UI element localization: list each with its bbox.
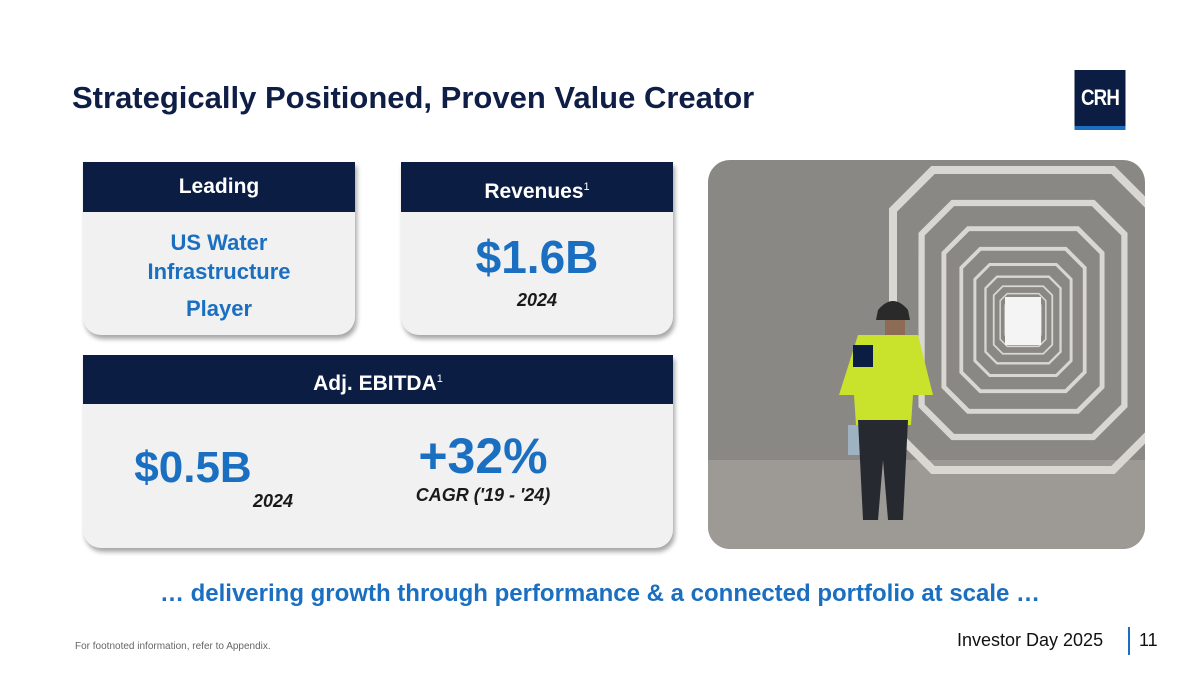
footnote-text: For footnoted information, refer to Appe… [75,641,271,652]
leading-header: Leading [83,162,355,212]
footer-divider [1128,627,1130,655]
footnote-marker: 1 [436,373,443,385]
tunnel-ring [959,246,1087,394]
ebitda-year: 2024 [252,491,294,511]
revenues-header: Revenues1 [401,162,673,212]
leading-line-2: Infrastructure [147,259,291,284]
revenues-card: Revenues1 $1.6B 2024 [401,162,673,335]
revenues-value: $1.6B [475,231,599,283]
tunnel-ring [984,275,1062,365]
leading-card: Leading US Water Infrastructure Player [83,162,355,335]
tunnel-worker-photo [708,160,1145,549]
tunnel-ring [918,199,1128,441]
tunnel-ring [941,226,1105,414]
footnote-marker: 1 [583,181,590,193]
leading-line-1: US Water [170,230,268,255]
crh-logo: CRH [1074,70,1126,130]
ebitda-card: Adj. EBITDA1 $0.5B 2024 +32% CAGR ('19 -… [83,355,673,548]
page-title: Strategically Positioned, Proven Value C… [72,80,755,115]
tunnel-ring [973,262,1073,378]
event-name: Investor Day 2025 [957,630,1104,650]
revenues-year: 2024 [516,290,558,310]
tagline: … delivering growth through performance … [159,580,1041,607]
ebitda-growth-label: CAGR ('19 - '24) [415,485,551,505]
ebitda-label: Adj. EBITDA [313,372,437,395]
ebitda-header: Adj. EBITDA1 [83,355,673,404]
revenues-label: Revenues [484,180,584,203]
tunnel-ring [999,292,1047,348]
leading-line-3: Player [185,296,253,321]
tunnel-ring [889,166,1145,474]
ebitda-growth: +32% [418,428,548,484]
tunnel-ring [992,285,1054,355]
ebitda-value: $0.5B [134,443,252,492]
photo-illustration [708,160,1145,549]
page-number: 11 [1139,630,1158,650]
